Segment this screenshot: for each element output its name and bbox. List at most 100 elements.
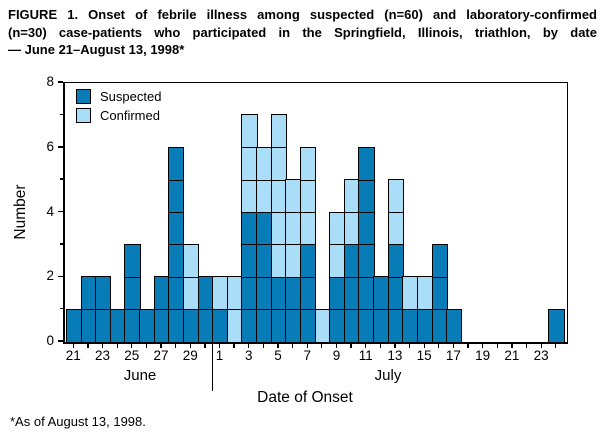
month-label-june: June (123, 367, 157, 384)
legend: Suspected Confirmed (76, 89, 161, 127)
x-axis-tick (511, 343, 513, 348)
case-box-july-24-1-suspected (548, 308, 565, 343)
x-axis-tick (423, 343, 425, 348)
case-box-july-16-3-suspected (431, 243, 448, 278)
case-box-july-11-5-suspected (358, 179, 375, 213)
y-axis-tick (57, 81, 63, 83)
x-axis-tick-label: 21 (65, 348, 81, 363)
x-axis-tick (365, 343, 367, 348)
x-axis-tick-label: 23 (95, 348, 111, 363)
x-axis-tick-label: 11 (358, 348, 373, 363)
x-axis-tick (145, 343, 148, 348)
x-axis-tick (452, 343, 455, 348)
x-axis-tick (408, 343, 411, 348)
plot-frame (63, 82, 568, 344)
x-axis-tick (321, 343, 323, 348)
x-axis-tick (438, 343, 440, 348)
x-axis-tick (218, 343, 221, 348)
y-axis-tick (57, 210, 63, 213)
case-box-june-28-4-suspected (168, 211, 185, 246)
x-axis-tick-label: 7 (303, 348, 311, 363)
x-axis-tick (350, 343, 352, 348)
y-axis-tick (59, 178, 63, 180)
case-box-july-5-7-confirmed (270, 114, 287, 149)
x-axis-tick (175, 343, 177, 348)
x-axis-tick-label: 5 (274, 348, 282, 363)
y-axis-tick-label: 2 (46, 268, 54, 284)
case-box-july-11-6-suspected (358, 146, 375, 181)
legend-row-confirmed: Confirmed (76, 108, 161, 123)
x-axis-tick (496, 343, 498, 348)
y-axis-tick (59, 113, 63, 116)
month-label-july: July (374, 367, 402, 384)
x-axis-tick (233, 343, 235, 348)
case-box-july-7-2-suspected (299, 276, 317, 311)
case-box-june-23-2-suspected (95, 276, 112, 311)
figure-title-line-3: — June 21–August 13, 1998* (8, 42, 185, 57)
case-box-july-13-3-suspected (387, 243, 404, 278)
y-axis-tick-label: 6 (46, 138, 54, 154)
x-axis-tick (394, 343, 396, 348)
case-box-june-28-6-suspected (168, 146, 185, 181)
case-box-july-3-7-confirmed (241, 114, 258, 149)
x-axis-tick (87, 343, 89, 348)
x-axis-tick (379, 343, 381, 348)
figure-title-line-1: FIGURE 1. Onset of febrile illness among… (8, 7, 597, 22)
y-axis-title: Number (12, 184, 29, 240)
case-box-july-7-3-suspected (299, 243, 317, 278)
confirmed-swatch-icon (76, 108, 91, 123)
case-box-july-5-6-confirmed (270, 146, 287, 181)
x-axis-tick (189, 343, 191, 348)
x-axis-tick (262, 343, 265, 348)
case-box-july-13-5-confirmed (387, 179, 404, 213)
x-axis-tick-label: 21 (504, 348, 520, 363)
case-box-july-16-2-suspected (431, 276, 448, 311)
x-axis-tick (101, 343, 104, 348)
x-axis-tick (131, 343, 133, 348)
x-axis-tick-label: 27 (153, 348, 169, 363)
x-axis-tick (525, 343, 528, 348)
legend-label-confirmed: Confirmed (100, 108, 160, 123)
x-axis-tick (204, 343, 206, 348)
case-box-july-7-4-confirmed (299, 211, 317, 246)
footnote: *As of August 13, 1998. (10, 414, 146, 429)
y-axis-tick-label: 8 (46, 74, 54, 89)
x-axis-tick (335, 343, 338, 348)
case-box-june-25-3-suspected (124, 243, 141, 278)
y-axis-tick (57, 146, 63, 148)
x-axis-tick-label: 17 (445, 348, 461, 363)
case-box-july-7-6-confirmed (299, 146, 317, 181)
x-axis-tick (482, 343, 484, 348)
x-axis-tick-label: 25 (124, 348, 140, 363)
x-axis-tick-label: 15 (416, 348, 432, 363)
case-box-july-13-4-confirmed (387, 211, 404, 246)
x-axis-tick-label: 19 (475, 348, 491, 363)
case-box-june-25-2-suspected (124, 276, 141, 311)
y-axis-tick (57, 275, 63, 277)
y-axis-tick-label: 0 (46, 333, 54, 348)
x-axis-tick-label: 1 (215, 348, 224, 363)
x-axis-tick (160, 343, 162, 348)
x-axis-tick-label: 23 (533, 348, 549, 363)
month-separator-line (212, 344, 214, 391)
case-box-july-7-5-confirmed (299, 179, 317, 213)
x-axis-tick-label: 13 (387, 348, 403, 363)
x-axis-tick-label: 3 (244, 348, 253, 363)
x-axis-tick (72, 343, 74, 348)
y-axis-tick (59, 243, 63, 245)
figure-title: FIGURE 1. Onset of febrile illness among… (8, 6, 597, 59)
case-box-july-11-4-suspected (358, 211, 375, 246)
y-axis-tick-label: 4 (46, 203, 54, 219)
x-axis-tick (116, 343, 118, 348)
case-box-july-11-3-suspected (358, 243, 375, 278)
x-axis-tick (277, 343, 279, 348)
case-box-july-17-1-suspected (446, 308, 463, 343)
legend-label-suspected: Suspected (100, 89, 162, 104)
x-axis-tick (291, 343, 294, 348)
x-axis-tick (306, 343, 308, 348)
x-axis-tick (540, 343, 542, 348)
y-axis-tick (59, 307, 63, 310)
x-axis-tick (555, 343, 557, 348)
suspected-swatch-icon (76, 89, 91, 104)
